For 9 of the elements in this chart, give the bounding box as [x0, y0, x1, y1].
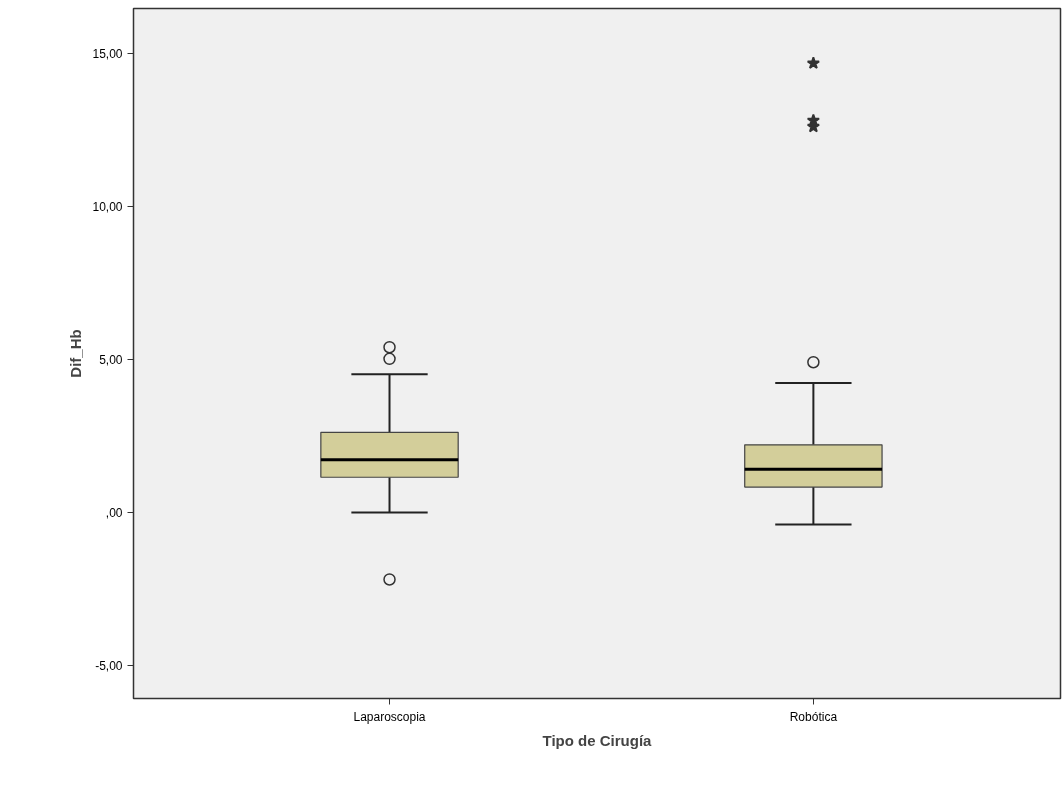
y-tick-label: 10,00 — [92, 199, 123, 214]
y-tick-label: ,00 — [105, 505, 123, 520]
y-tick-label: -5,00 — [95, 658, 123, 673]
y-tick-label: 15,00 — [92, 46, 123, 61]
y-tick-label: 5,00 — [99, 352, 123, 367]
y-axis-title: Dif_Hb — [67, 329, 85, 378]
x-tick-label: Robótica — [789, 709, 838, 724]
x-axis-title: Tipo de Cirugía — [542, 731, 653, 749]
x-tick-label: Laparoscopia — [353, 709, 426, 724]
